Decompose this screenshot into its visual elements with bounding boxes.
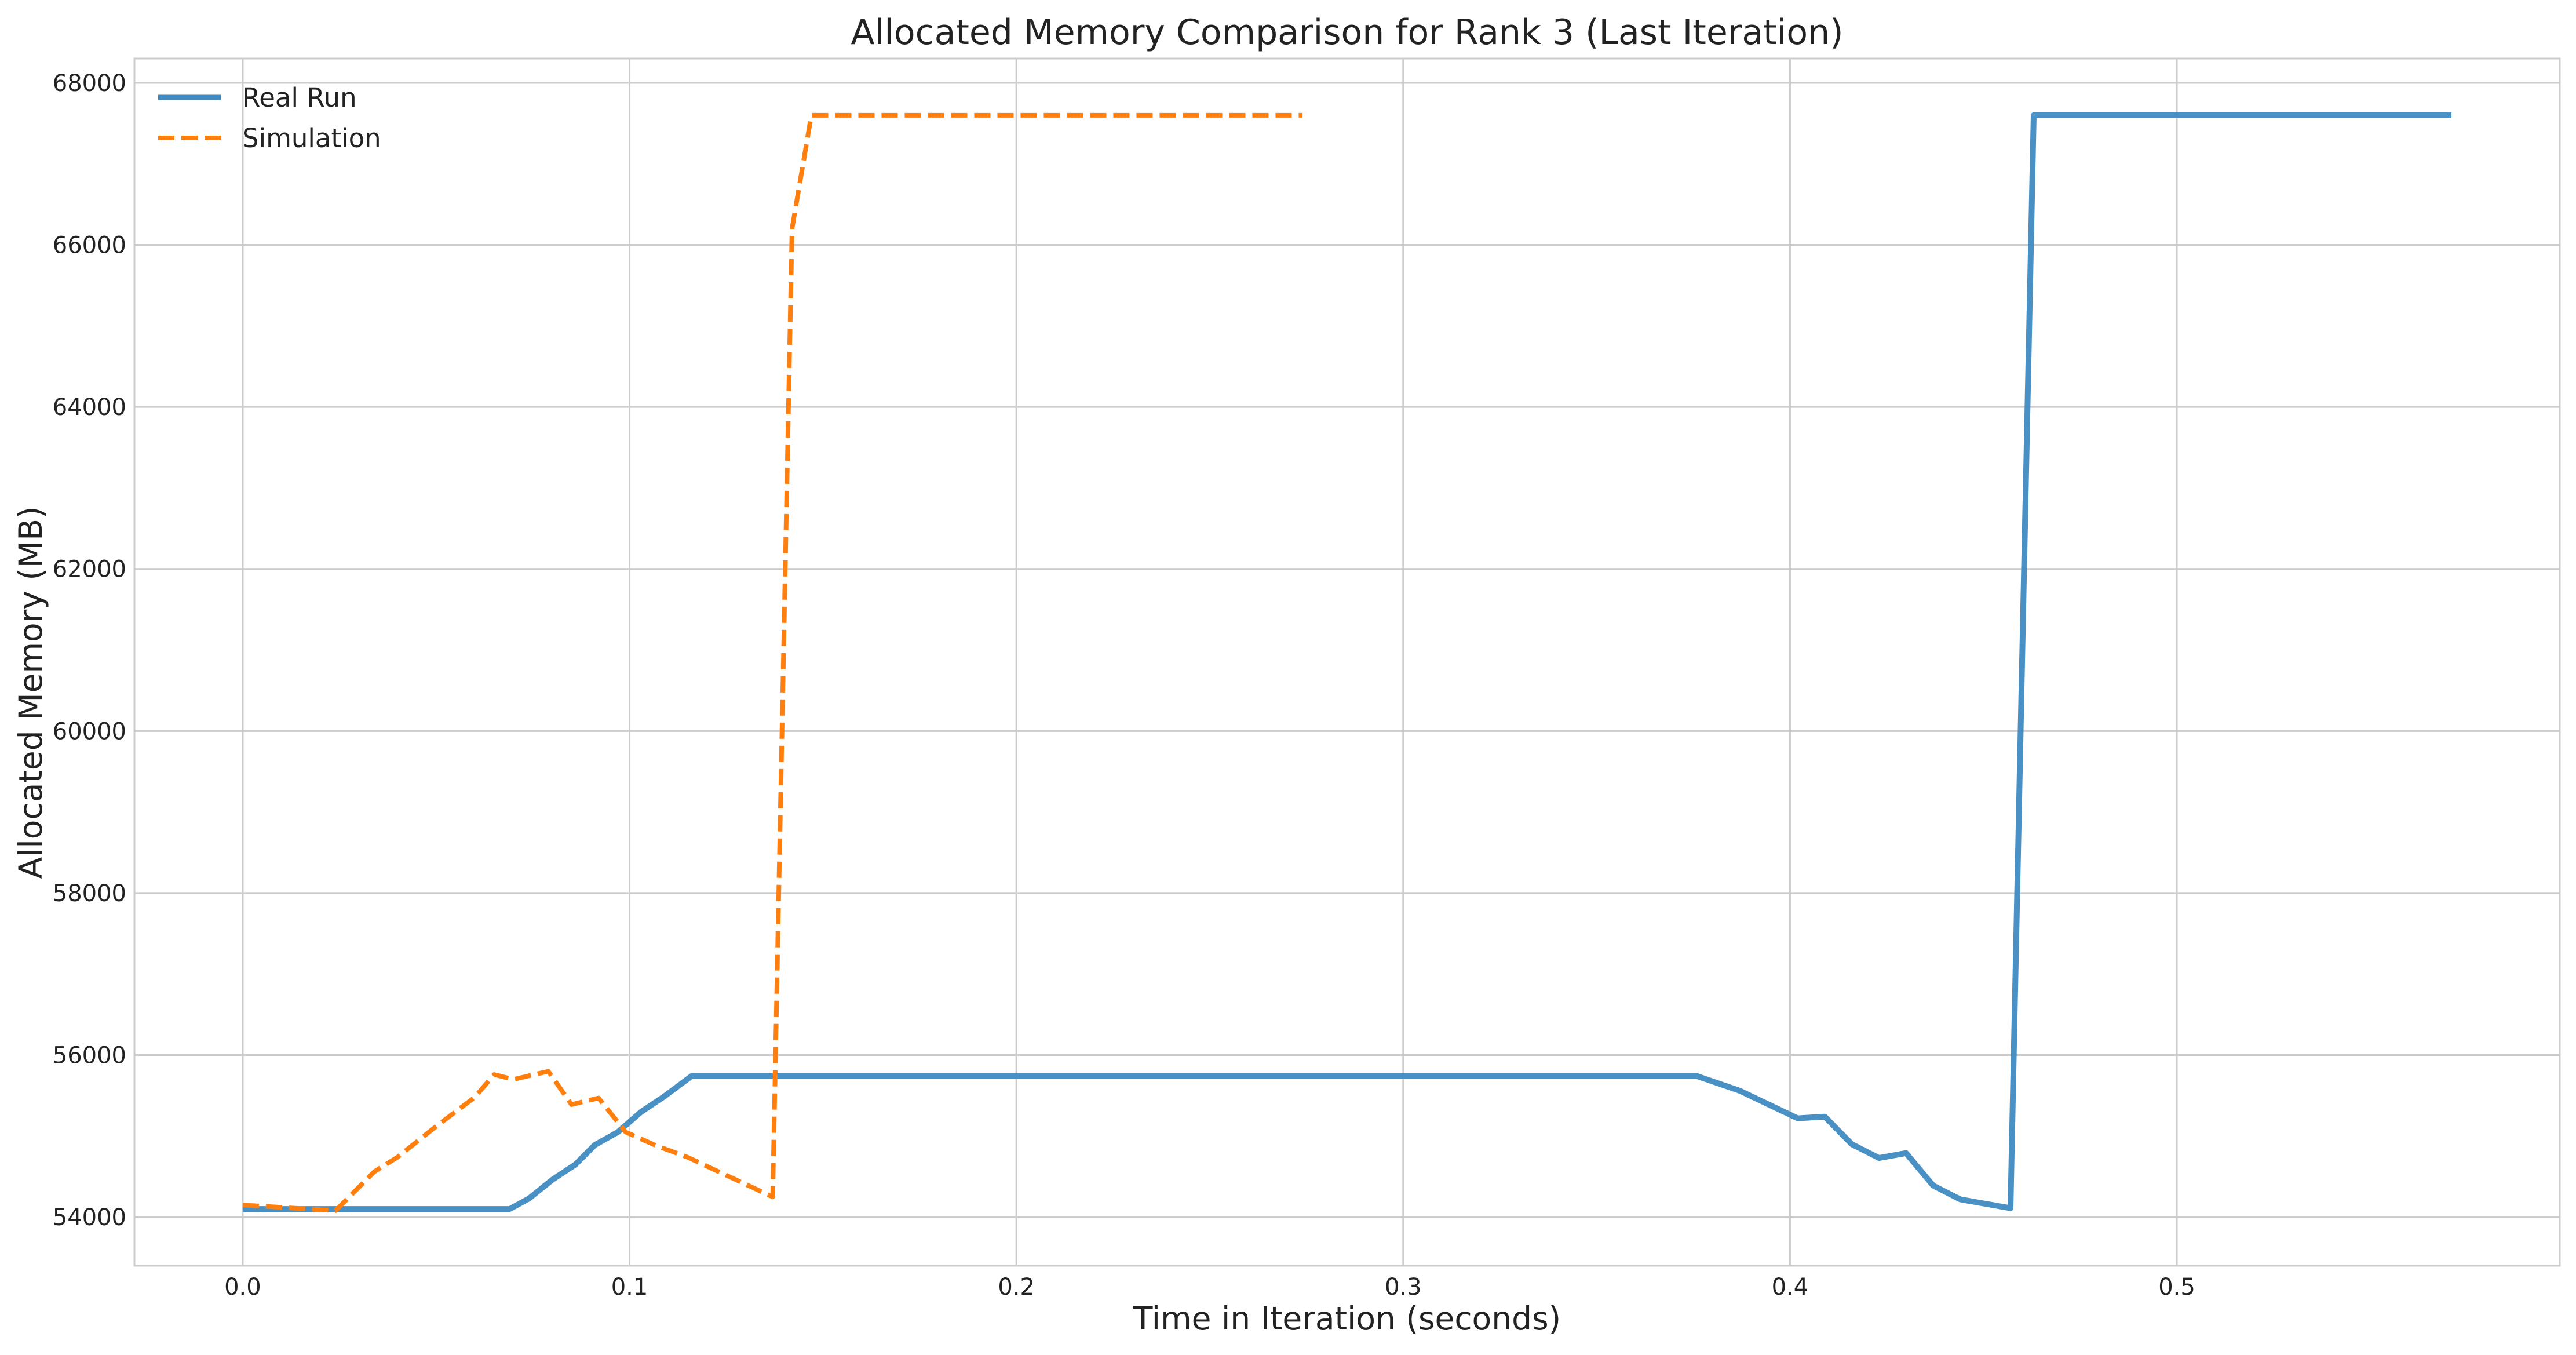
legend: Real Run Simulation [158, 82, 381, 154]
series-line-real-run [242, 112, 2452, 1212]
y-axis-label: Allocated Memory (MB) [12, 507, 49, 879]
legend-label-simulation: Simulation [242, 123, 381, 154]
x-tick-label: 0.3 [1385, 1274, 1422, 1301]
series-line-simulation [242, 112, 1303, 1213]
y-tick-label: 68000 [53, 70, 126, 97]
x-tick-label: 0.0 [224, 1274, 261, 1301]
y-tick-label: 66000 [53, 232, 126, 259]
x-tick-label: 0.1 [611, 1274, 648, 1301]
x-axis-label: Time in Iteration (seconds) [1133, 1300, 1561, 1337]
grid-layer [134, 59, 2560, 1266]
x-tick-label: 0.2 [998, 1274, 1035, 1301]
y-tick-label: 60000 [53, 718, 126, 745]
tick-layer: 0.0 0.1 0.2 0.3 0.4 0.5 54000 56000 58000 60000 62… [53, 70, 2195, 1301]
series-layer [242, 112, 2452, 1213]
plot-frame [133, 57, 2561, 1267]
legend-label-real-run: Real Run [242, 82, 357, 113]
x-tick-label: 0.4 [1772, 1274, 1809, 1301]
y-tick-label: 64000 [53, 394, 126, 421]
x-tick-label: 0.5 [2158, 1274, 2195, 1301]
y-tick-label: 54000 [53, 1204, 126, 1231]
y-tick-label: 62000 [53, 556, 126, 583]
y-tick-label: 58000 [53, 880, 126, 907]
chart-title: Allocated Memory Comparison for Rank 3 (… [851, 12, 1843, 53]
y-tick-label: 56000 [53, 1043, 126, 1069]
